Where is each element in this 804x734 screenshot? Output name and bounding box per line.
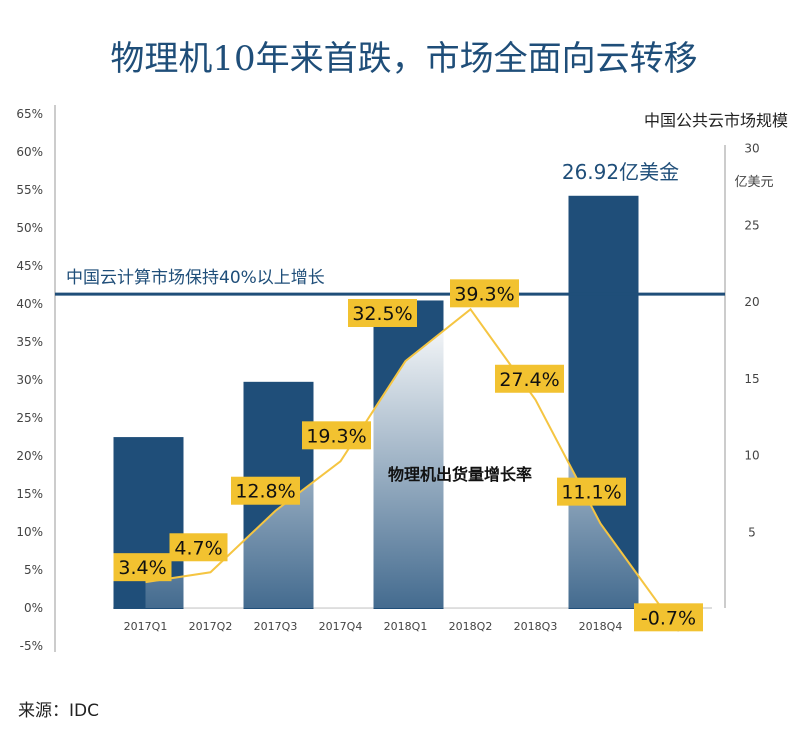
- data-label-bg: [495, 364, 564, 393]
- data-label: 3.4%: [118, 557, 166, 579]
- right-tick-label: 20: [744, 295, 759, 309]
- left-tick-label: 65%: [16, 107, 43, 121]
- data-label: 32.5%: [352, 303, 412, 325]
- data-label-bg: [348, 299, 417, 327]
- left-tick-label: 30%: [16, 373, 43, 387]
- data-label-bg: [169, 533, 228, 562]
- right-tick-label: 30: [744, 142, 759, 156]
- left-tick-label: 0%: [24, 601, 43, 615]
- data-label-bg: [302, 421, 371, 450]
- source-label: 来源：IDC: [18, 701, 99, 721]
- right-tick-label: 15: [744, 372, 759, 386]
- data-label-bg: [557, 477, 626, 506]
- right-tick-label: 25: [744, 218, 759, 232]
- data-label: -0.7%: [641, 607, 696, 629]
- data-label: 4.7%: [174, 537, 222, 559]
- reference-line-label: 中国云计算市场保持40%以上增长: [66, 268, 325, 288]
- data-label-bg: [113, 553, 172, 582]
- chart-title: 物理机10年来首跌，市场全面向云转移: [110, 39, 697, 79]
- x-tick-label: 2018Q2: [449, 620, 493, 633]
- left-tick-label: 15%: [16, 487, 43, 501]
- left-tick-label: 55%: [16, 183, 43, 197]
- left-tick-label: 60%: [16, 145, 43, 159]
- data-label: 12.8%: [235, 481, 295, 503]
- right-tick-label: 5: [748, 525, 756, 539]
- reference-line-group: 中国云计算市场保持40%以上增长: [55, 268, 725, 296]
- left-tick-label: 45%: [16, 259, 43, 273]
- left-tick-label: -5%: [20, 639, 43, 653]
- x-tick-label: 2017Q4: [319, 620, 363, 633]
- x-tick-label: 2018Q3: [514, 620, 558, 633]
- area-fade: [145, 309, 666, 614]
- left-tick-label: 25%: [16, 411, 43, 425]
- x-tick-label: 2018Q4: [579, 620, 623, 633]
- x-tick-label: 2017Q3: [254, 620, 298, 633]
- data-label-bg: [450, 279, 519, 308]
- line-area-fill: [145, 309, 666, 614]
- line-series-label: 物理机出货量增长率: [388, 465, 532, 484]
- left-tick-label: 40%: [16, 297, 43, 311]
- left-tick-label: 5%: [24, 563, 43, 577]
- x-tick-label: 2018Q1: [384, 620, 428, 633]
- left-tick-label: 20%: [16, 449, 43, 463]
- left-tick-label: 50%: [16, 221, 43, 235]
- data-label: 11.1%: [561, 482, 621, 504]
- data-labels: 3.4% 4.7% 12.8% 19.3% 32.5% 39.3% 27.4% 11.1% -0…: [113, 279, 703, 632]
- axes: -5% 0% 5% 10% 15% 20% 25% 30% 35% 40% 45% 50% 55% 60%…: [16, 105, 788, 653]
- right-tick-label: 10: [744, 449, 759, 463]
- left-tick-label: 10%: [16, 525, 43, 539]
- data-label: 19.3%: [306, 425, 366, 447]
- x-tick-label: 2017Q1: [124, 620, 168, 633]
- bar-annotation: 26.92亿美金: [562, 160, 679, 184]
- right-axis-title: 中国公共云市场规模: [644, 111, 788, 130]
- left-tick-label: 35%: [16, 335, 43, 349]
- data-label: 39.3%: [454, 283, 514, 305]
- x-tick-label: 2017Q2: [189, 620, 233, 633]
- data-label: 27.4%: [499, 369, 559, 391]
- right-axis-unit: 亿美元: [734, 175, 773, 190]
- data-label-bg: [634, 603, 703, 632]
- data-label-bg: [231, 476, 300, 505]
